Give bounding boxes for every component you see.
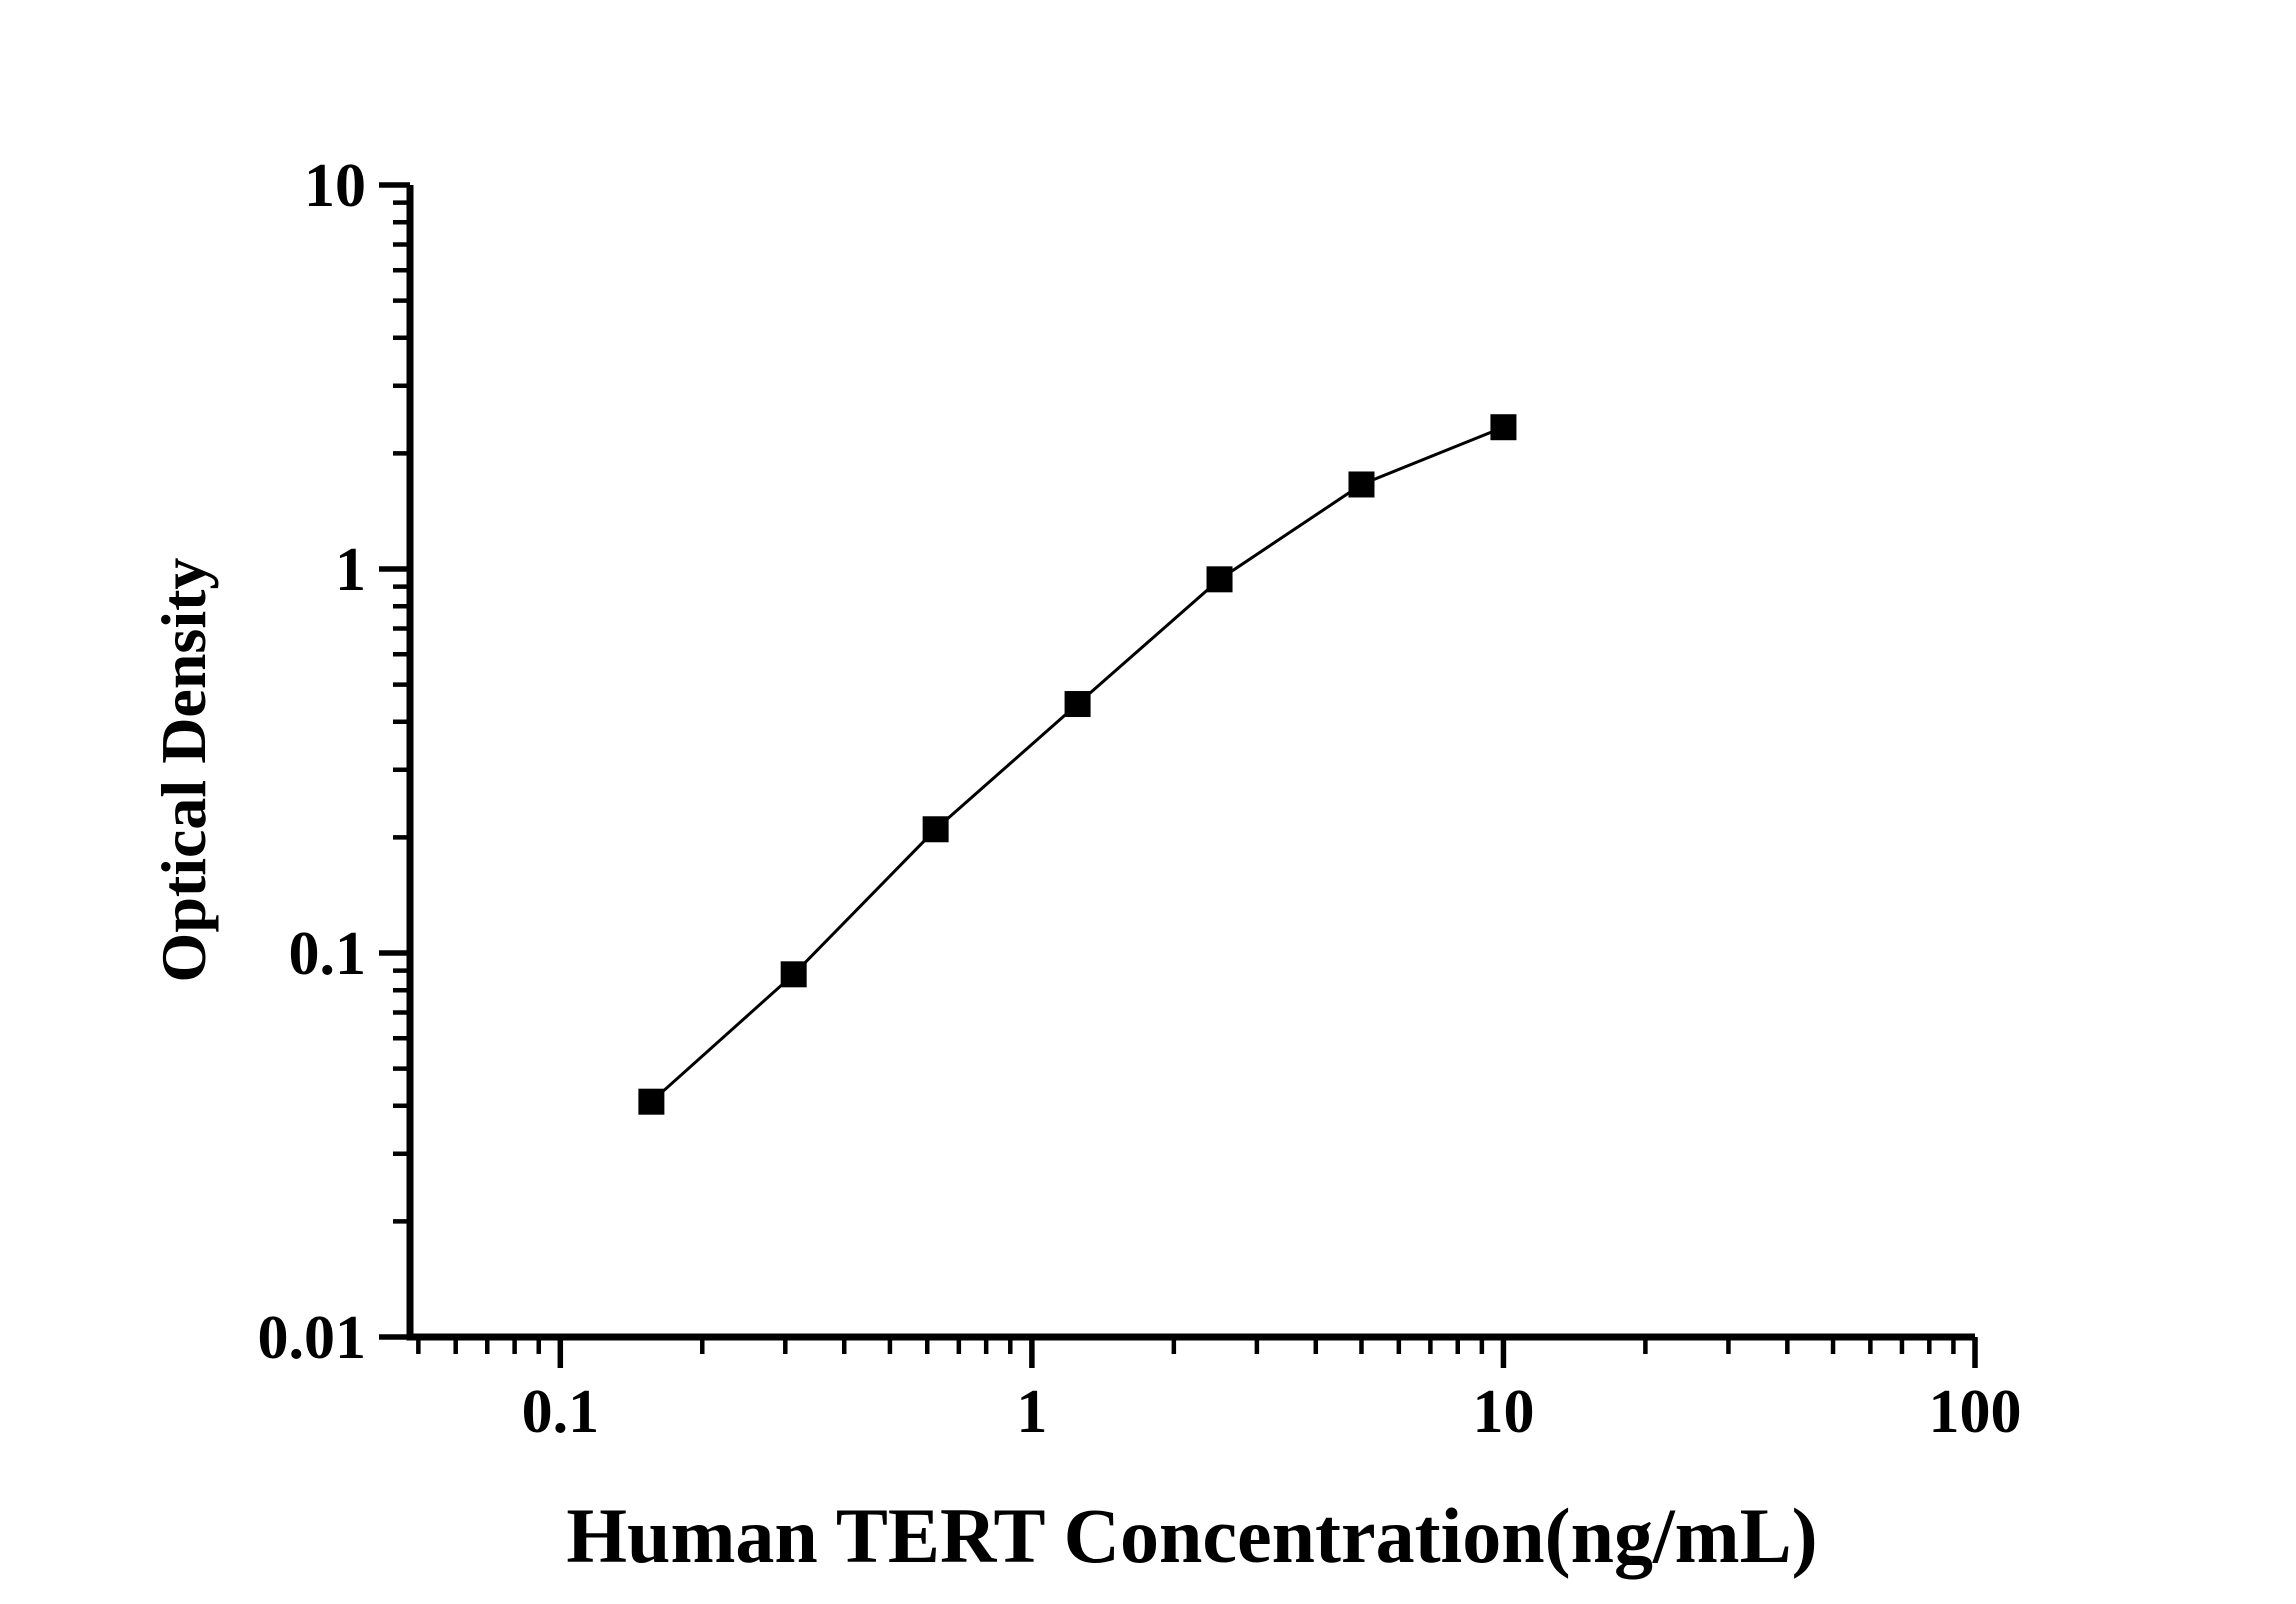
y-tick-label: 0.01 — [258, 1304, 367, 1372]
data-point-marker — [1064, 691, 1091, 718]
data-point-marker — [1490, 414, 1517, 441]
y-tick-label: 10 — [304, 152, 366, 220]
x-axis-title: Human TERT Concentration(ng/mL) — [566, 1492, 1817, 1579]
series-line — [650, 425, 1504, 1103]
y-tick-label: 0.1 — [289, 920, 367, 988]
axis-spines — [406, 185, 1975, 1341]
x-tick-label: 0.1 — [522, 1378, 600, 1446]
data-point-marker — [638, 1088, 665, 1115]
y-tick-label: 1 — [335, 536, 366, 604]
data-point-marker — [1206, 566, 1233, 593]
plot-area: 0.1 1 10 100 0.01 0.1 1 10 — [258, 152, 2022, 1446]
data-point-marker — [1348, 471, 1375, 498]
x-tick-label: 10 — [1472, 1378, 1534, 1446]
x-tick-label: 100 — [1929, 1378, 2022, 1446]
x-tick-label: 1 — [1016, 1378, 1047, 1446]
data-point-marker — [922, 816, 949, 843]
data-point-marker — [780, 961, 807, 988]
y-axis-title: Optical Density — [148, 558, 219, 983]
